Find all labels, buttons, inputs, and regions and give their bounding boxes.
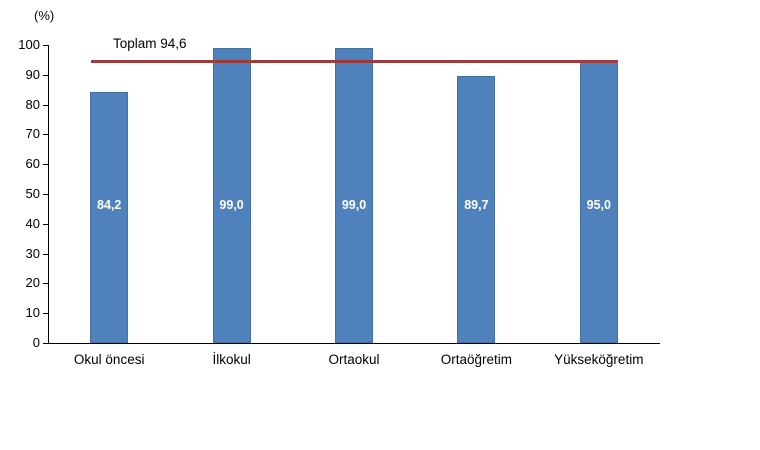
reference-line [91, 59, 617, 63]
y-axis-tick-label: 10 [25, 305, 40, 321]
y-axis-tick-label: 30 [25, 245, 40, 261]
y-axis-tick-label: 100 [18, 37, 40, 52]
y-axis-tick-label: 50 [25, 186, 40, 201]
y-axis-tick [43, 343, 48, 344]
reference-line-label: Toplam 94,6 [113, 36, 187, 52]
y-axis-tick-label: 70 [25, 126, 40, 142]
y-axis-line [48, 45, 49, 344]
y-axis-tick [43, 313, 48, 315]
bar [335, 47, 373, 343]
x-axis-category-label: Yükseköğretim [554, 352, 644, 367]
bar [579, 59, 618, 343]
x-axis-line [48, 343, 660, 344]
bar-value-label: 95,0 [586, 198, 611, 212]
x-axis-category-label: Ortaokul [328, 352, 380, 367]
x-axis-category-label: Okul öncesi [73, 352, 145, 367]
y-axis-tick-label: 40 [25, 215, 40, 231]
y-axis-tick [43, 104, 48, 106]
bar-value-label: 99,0 [341, 198, 367, 212]
bar-value-label: 89,7 [464, 198, 489, 212]
y-axis-tick [43, 134, 48, 136]
y-axis-tick [43, 74, 48, 76]
y-axis-tick [43, 223, 48, 225]
y-axis-tick-label: 20 [25, 275, 40, 291]
x-axis-category-label: Ortaöğretim [440, 352, 513, 367]
bar [457, 75, 496, 343]
y-axis-tick [43, 283, 48, 285]
y-axis-tick-label: 90 [25, 66, 40, 82]
y-axis-unit-label: (%) [34, 8, 55, 23]
y-axis-tick [43, 253, 48, 255]
y-axis-tick [43, 164, 48, 166]
y-axis-tick [43, 45, 48, 46]
y-axis-tick [43, 194, 48, 195]
bar-value-label: 99,0 [219, 198, 244, 212]
y-axis-tick-label: 80 [25, 96, 40, 112]
y-axis-tick-label: 60 [25, 156, 40, 172]
bar-value-label: 84,2 [97, 198, 122, 212]
x-axis-category-label: İlkokul [212, 352, 251, 367]
y-axis-tick-label: 0 [32, 335, 40, 350]
bar [212, 47, 251, 343]
bar [90, 92, 129, 343]
